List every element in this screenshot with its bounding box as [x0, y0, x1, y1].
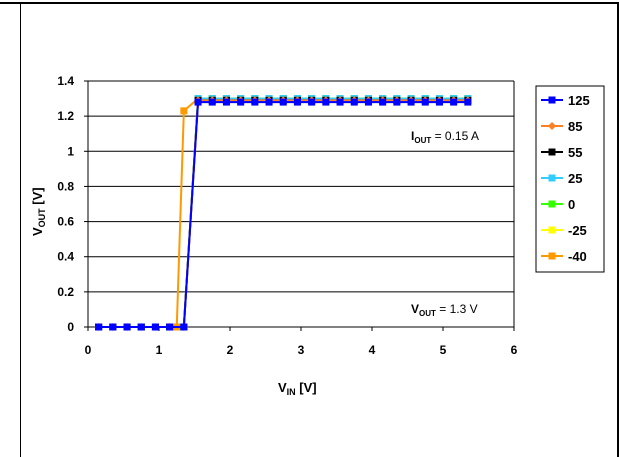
frame-top-border [0, 2, 619, 4]
series-0 [95, 95, 472, 331]
annotation-iout-sub: OUT [414, 136, 431, 145]
y-axis-label: VOUT [V] [30, 187, 47, 236]
series--25 [95, 95, 472, 331]
legend: 125 85 55 25 0 -25 -40 [535, 85, 605, 273]
data-point [322, 98, 330, 106]
annotation-iout: IOUT = 0.15 A [411, 129, 479, 145]
y-tick-label: 0.4 [57, 250, 74, 264]
gridlines [88, 80, 514, 293]
legend-item--25: -25 [541, 223, 587, 238]
annotation-iout-text: = 0.15 A [431, 129, 479, 143]
annotation-vout-main: V [411, 302, 419, 316]
data-point [208, 98, 216, 106]
y-tick-label: 1.4 [57, 74, 74, 88]
x-tick-label: 6 [511, 343, 518, 357]
x-tick-label: 0 [85, 343, 92, 357]
data-point [364, 98, 372, 106]
axes: 0 0.2 0.4 0.6 0.8 1 1.2 1.4 0 1 2 3 4 5 6 [57, 74, 517, 357]
y-axis-label-unit: [V] [30, 187, 45, 208]
series-125 [95, 98, 472, 331]
y-tick-label: 0.2 [57, 285, 74, 299]
annotation-vout-text: = 1.3 V [436, 302, 478, 316]
legend-item--40: -40 [541, 249, 587, 264]
data-point [464, 98, 472, 106]
y-axis-label-main: V [30, 227, 45, 236]
data-point [293, 98, 301, 106]
data-point [421, 98, 429, 106]
data-point [265, 98, 273, 106]
legend-swatch-marker [548, 148, 556, 156]
legend-swatch-marker [548, 226, 556, 234]
legend-label: 0 [568, 197, 575, 212]
data-point [222, 98, 230, 106]
series-55 [95, 96, 472, 331]
annotation-iout-main: I [411, 129, 414, 143]
data-point [393, 98, 401, 106]
x-axis-label: VIN [V] [278, 380, 317, 397]
data-point [308, 98, 316, 106]
data-point [237, 98, 245, 106]
legend-label: -40 [568, 249, 587, 264]
data-point [407, 98, 415, 106]
data-point [166, 323, 174, 331]
x-tick-label: 3 [298, 343, 305, 357]
data-point [109, 323, 117, 331]
legend-item-25: 25 [541, 171, 582, 186]
series--40 [95, 95, 472, 331]
legend-label: 85 [568, 119, 582, 134]
legend-swatch-marker [548, 122, 556, 130]
y-axis-label-sub: OUT [37, 208, 47, 228]
annotation-vout: VOUT = 1.3 V [411, 302, 478, 318]
y-tick-label: 0.6 [57, 215, 74, 229]
data-point [279, 98, 287, 106]
data-point [151, 323, 159, 331]
y-tick-label: 1.2 [57, 109, 74, 123]
legend-item-55: 55 [541, 145, 582, 160]
y-tick-label: 0.8 [57, 179, 74, 193]
y-tick-label: 0 [67, 320, 74, 334]
x-axis-label-main: V [278, 380, 287, 395]
legend-item-85: 85 [541, 119, 582, 134]
frame-right-border [617, 2, 619, 457]
frame-left-border [20, 2, 21, 457]
y-tick-label: 1 [67, 144, 74, 158]
legend-item-125: 125 [541, 93, 590, 108]
data-point [137, 323, 145, 331]
legend-swatch-marker [548, 96, 556, 104]
data-point [379, 98, 387, 106]
x-tick-label: 5 [440, 343, 447, 357]
series-lines [94, 95, 472, 331]
legend-swatch-marker [548, 200, 556, 208]
legend-label: 25 [568, 171, 582, 186]
x-axis-label-sub: IN [287, 387, 296, 397]
legend-label: 125 [568, 93, 590, 108]
legend-label: -25 [568, 223, 587, 238]
legend-label: 55 [568, 145, 582, 160]
annotation-vout-sub: OUT [419, 309, 436, 318]
x-tick-label: 1 [156, 343, 163, 357]
data-point [435, 98, 443, 106]
x-axis-label-unit: [V] [296, 380, 317, 395]
legend-item-0: 0 [541, 197, 575, 212]
legend-swatch-marker [548, 252, 556, 260]
data-point [336, 98, 344, 106]
data-point [95, 323, 103, 331]
data-point [450, 98, 458, 106]
data-point [194, 98, 202, 106]
x-tick-label: 2 [227, 343, 234, 357]
data-point [251, 98, 259, 106]
series-25 [95, 95, 472, 331]
data-point [123, 323, 131, 331]
data-point [180, 323, 188, 331]
series-85 [94, 96, 472, 331]
data-point [180, 107, 188, 115]
x-tick-label: 4 [369, 343, 376, 357]
legend-swatch-marker [548, 174, 556, 182]
data-point [350, 98, 358, 106]
